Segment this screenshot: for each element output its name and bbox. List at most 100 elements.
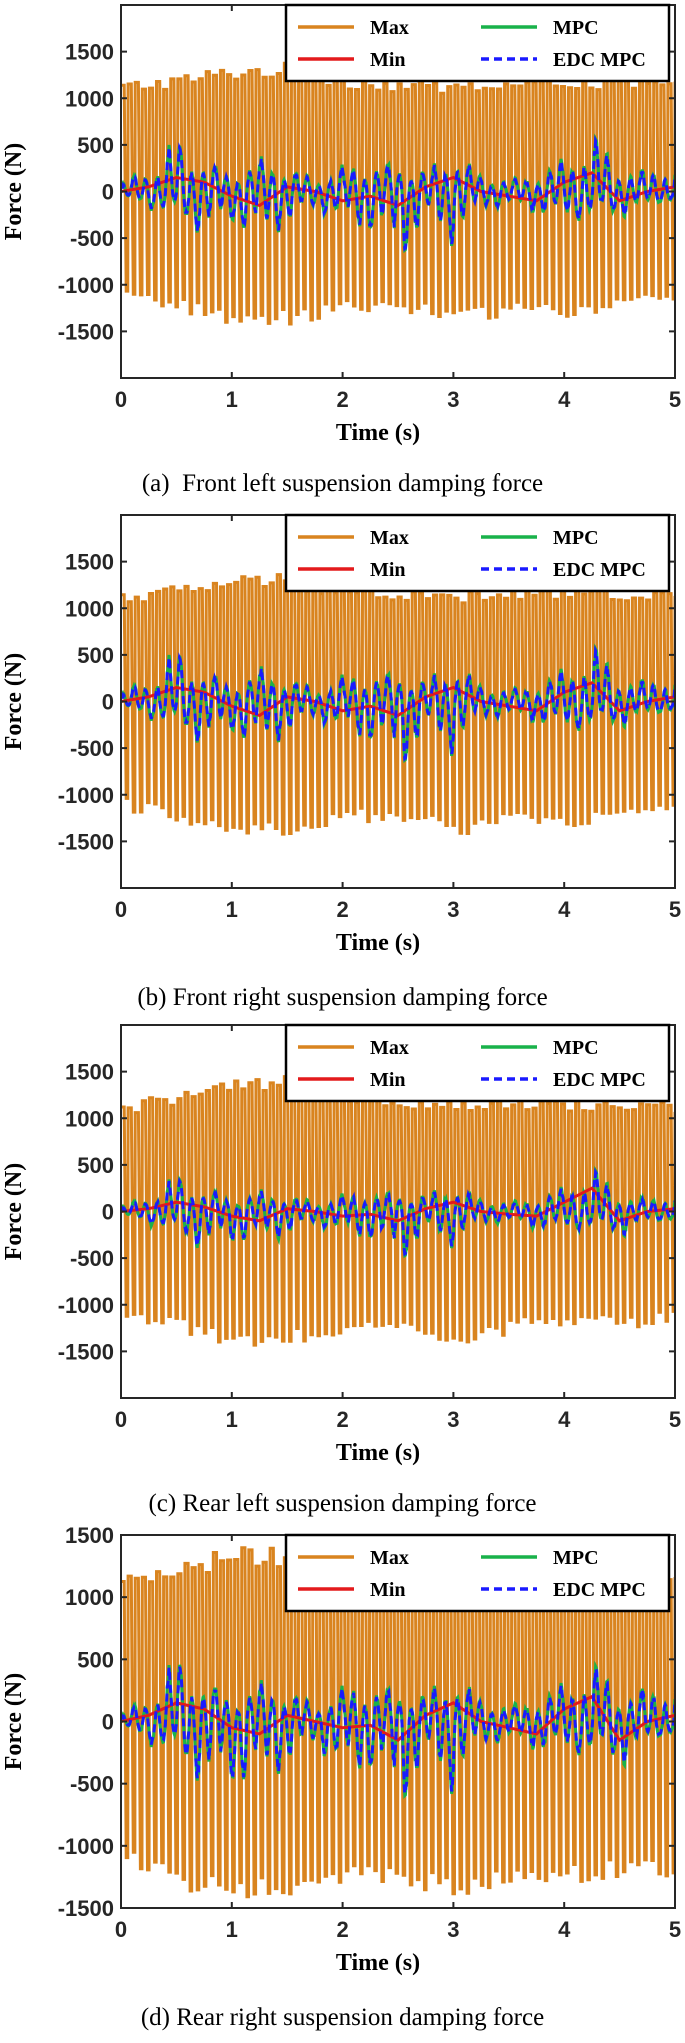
series-min-line xyxy=(121,171,675,208)
y-tick-label: 1500 xyxy=(65,40,114,65)
y-axis-label: Force (N) xyxy=(1,143,27,241)
y-tick-label: 0 xyxy=(102,690,114,715)
series-edc-mpc-line xyxy=(121,1662,675,1797)
y-tick-label: 1000 xyxy=(65,596,114,621)
x-tick-label: 5 xyxy=(669,387,681,412)
y-tick-label: -500 xyxy=(70,1772,114,1797)
x-tick-label: 2 xyxy=(336,387,348,412)
x-tick-label: 0 xyxy=(115,1407,127,1432)
y-tick-label: 1000 xyxy=(65,1585,114,1610)
legend-label-max: Max xyxy=(370,17,409,39)
x-tick-label: 3 xyxy=(447,387,459,412)
x-tick-label: 4 xyxy=(558,1917,571,1942)
y-tick-label: 0 xyxy=(102,1710,114,1735)
legend: Max Min MPC EDC MPC xyxy=(284,3,671,83)
legend-label-edc-mpc: EDC MPC xyxy=(553,1579,646,1601)
x-axis-label: Time (s) xyxy=(336,1440,420,1466)
panel-a: 0 1 2 3 4 5 -1500 -1000 -500 0 500 1000 1500 Time (s)… xyxy=(0,0,685,510)
legend-label-mpc: MPC xyxy=(553,17,599,39)
y-tick-label: -1500 xyxy=(58,829,114,854)
y-tick-label: 0 xyxy=(102,1200,114,1225)
x-tick-label: 1 xyxy=(226,1407,238,1432)
y-tick-label: 1500 xyxy=(65,550,114,575)
y-tick-label: 500 xyxy=(77,1153,114,1178)
series-min-line xyxy=(121,681,675,718)
y-tick-label: 1000 xyxy=(65,86,114,111)
legend: Max Min MPC EDC MPC xyxy=(284,1533,671,1613)
y-tick-label: -1500 xyxy=(58,1339,114,1364)
legend-box xyxy=(284,1023,671,1103)
x-tick-label: 5 xyxy=(669,897,681,922)
legend-label-max: Max xyxy=(370,1547,409,1569)
x-tick-label: 4 xyxy=(558,897,571,922)
x-tick-label: 0 xyxy=(115,1917,127,1942)
series-edc-mpc-line xyxy=(121,644,675,762)
y-tick-label: -1500 xyxy=(58,319,114,344)
y-tick-label: -500 xyxy=(70,1246,114,1271)
chart-c: 0 1 2 3 4 5 -1500 -1000 -500 0 500 1000 1500 Time (s)… xyxy=(1,1023,681,1466)
series-min-line xyxy=(121,1186,675,1223)
y-tick-label: -1000 xyxy=(58,1834,114,1859)
y-axis-label: Force (N) xyxy=(1,1673,27,1771)
panel-b: 0 1 2 3 4 5 -1500 -1000 -500 0 500 1000 1500 Time (s)… xyxy=(0,510,685,1020)
x-tick-label: 4 xyxy=(558,387,571,412)
y-tick-label: -1000 xyxy=(58,1293,114,1318)
legend-label-edc-mpc: EDC MPC xyxy=(553,559,646,581)
y-tick-label: -1000 xyxy=(58,783,114,808)
y-tick-label: 500 xyxy=(77,643,114,668)
x-axis-label: Time (s) xyxy=(336,930,420,956)
legend-label-min: Min xyxy=(370,559,406,581)
panel-d: 0 1 2 3 4 5 -1500 -1000 -500 0 500 1000 1500 Time (s)… xyxy=(0,1523,685,2043)
legend-label-max: Max xyxy=(370,527,409,549)
legend-label-min: Min xyxy=(370,1069,406,1091)
x-tick-label: 2 xyxy=(336,897,348,922)
legend: Max Min MPC EDC MPC xyxy=(284,1023,671,1103)
legend-box xyxy=(284,3,671,83)
series-edc-mpc-line xyxy=(121,1167,675,1257)
plot-area xyxy=(121,1075,675,1347)
plot-area xyxy=(121,61,675,326)
legend-label-mpc: MPC xyxy=(553,1547,599,1569)
caption-a: (a) Front left suspension damping force xyxy=(141,470,544,497)
chart-b: 0 1 2 3 4 5 -1500 -1000 -500 0 500 1000 1500 Time (s)… xyxy=(1,513,681,956)
x-axis-label: Time (s) xyxy=(336,420,420,446)
caption-b: (b) Front right suspension damping force xyxy=(137,984,548,1011)
plot-area xyxy=(121,1546,675,1899)
panel-c: 0 1 2 3 4 5 -1500 -1000 -500 0 500 1000 1500 Time (s)… xyxy=(0,1020,685,1530)
x-tick-label: 2 xyxy=(336,1917,348,1942)
legend-box xyxy=(284,1533,671,1613)
legend-label-max: Max xyxy=(370,1037,409,1059)
y-tick-label: -1000 xyxy=(58,273,114,298)
y-tick-label: 1500 xyxy=(65,1523,114,1548)
y-tick-label: -500 xyxy=(70,736,114,761)
legend-label-mpc: MPC xyxy=(553,527,599,549)
legend-label-edc-mpc: EDC MPC xyxy=(553,1069,646,1091)
y-axis-label: Force (N) xyxy=(1,1163,27,1261)
legend-label-edc-mpc: EDC MPC xyxy=(553,49,646,71)
x-tick-label: 4 xyxy=(558,1407,571,1432)
x-tick-label: 0 xyxy=(115,387,127,412)
x-tick-label: 1 xyxy=(226,387,238,412)
x-tick-label: 3 xyxy=(447,897,459,922)
y-tick-label: -1500 xyxy=(58,1896,114,1921)
x-axis-label: Time (s) xyxy=(336,1950,420,1976)
x-tick-label: 5 xyxy=(669,1917,681,1942)
x-tick-label: 3 xyxy=(447,1407,459,1432)
chart-a: 0 1 2 3 4 5 -1500 -1000 -500 0 500 1000 1500 Time (s)… xyxy=(1,3,681,446)
y-tick-label: 1000 xyxy=(65,1106,114,1131)
legend-box xyxy=(284,513,671,593)
legend: Max Min MPC EDC MPC xyxy=(284,513,671,593)
legend-label-min: Min xyxy=(370,49,406,71)
y-tick-label: -500 xyxy=(70,226,114,251)
x-tick-label: 0 xyxy=(115,897,127,922)
x-tick-label: 2 xyxy=(336,1407,348,1432)
series-edc-mpc-line xyxy=(121,134,675,252)
legend-label-min: Min xyxy=(370,1579,406,1601)
plot-area xyxy=(121,573,675,836)
legend-label-mpc: MPC xyxy=(553,1037,599,1059)
y-tick-label: 500 xyxy=(77,133,114,158)
y-tick-label: 0 xyxy=(102,180,114,205)
chart-d: 0 1 2 3 4 5 -1500 -1000 -500 0 500 1000 1500 Time (s)… xyxy=(1,1523,681,1976)
y-axis-label: Force (N) xyxy=(1,653,27,751)
y-tick-label: 500 xyxy=(77,1647,114,1672)
